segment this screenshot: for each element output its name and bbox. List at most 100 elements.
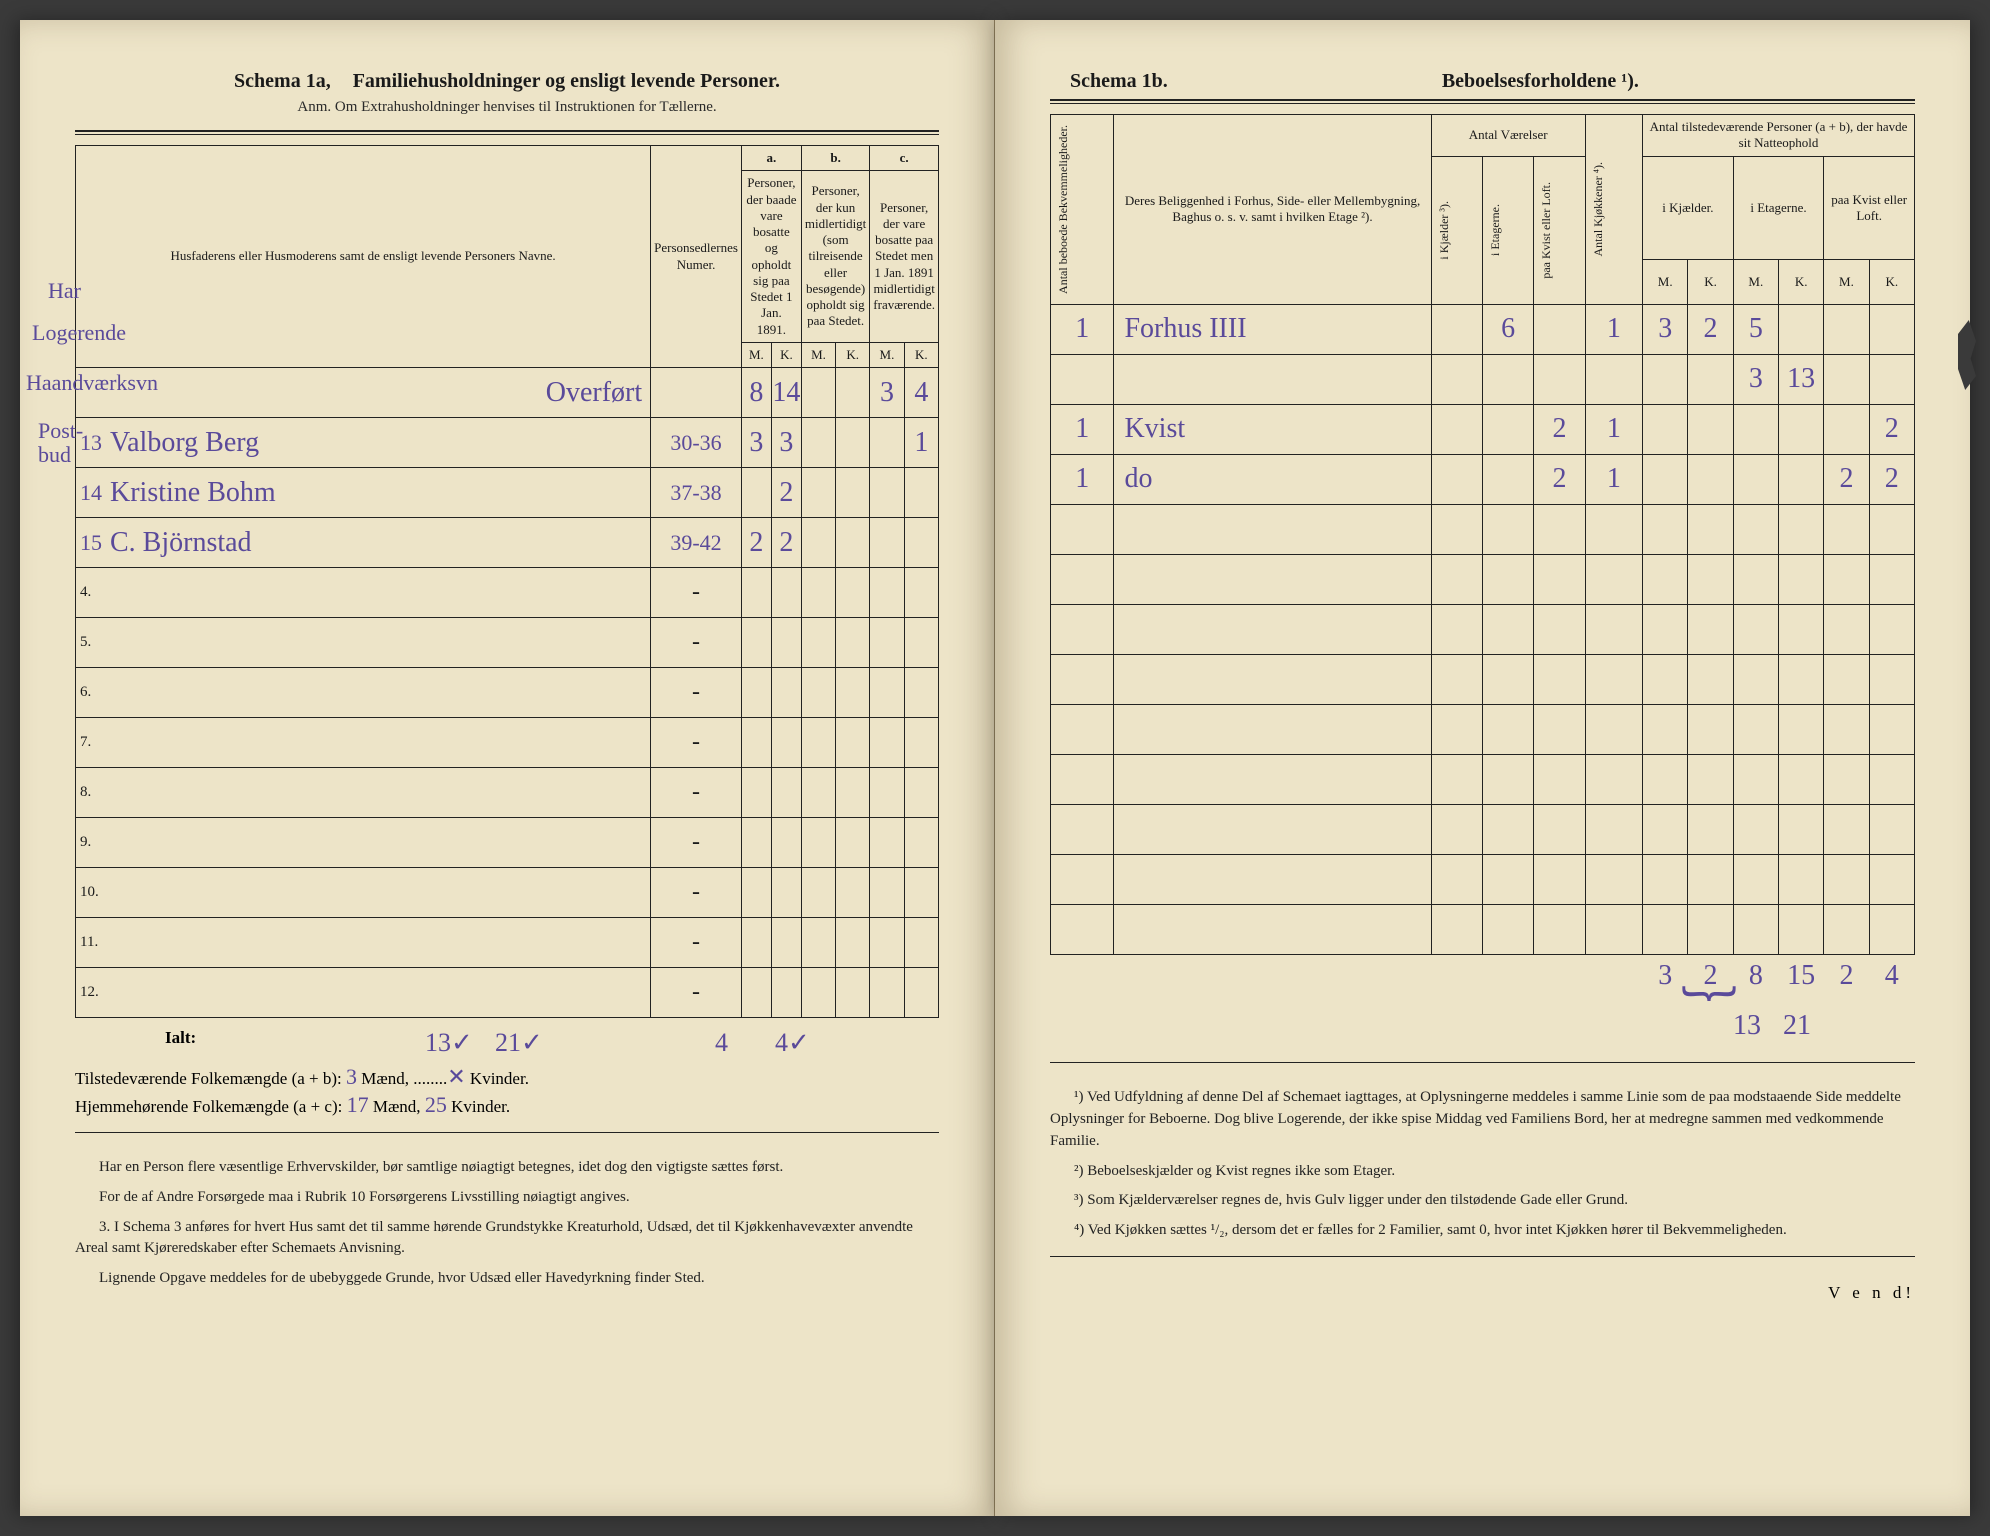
vend-label: V e n d! (1050, 1283, 1915, 1303)
col-bekv-header: Antal beboede Bekvemmeligheder. (1054, 119, 1073, 300)
sum-aK-top: 21✓ (495, 1028, 543, 1058)
maend-label: Mænd, (361, 1069, 409, 1088)
mk-m: M. (741, 342, 771, 367)
left-page: Har Logerende Haandværksvn Post- bud Sch… (20, 20, 995, 1516)
table-row (1051, 854, 1915, 904)
col-a-header: Personer, der baade vare bosatte og opho… (741, 171, 801, 343)
margin-annot-2: Logerende (32, 322, 126, 344)
col-b-header: Personer, der kun midlertidigt (som tilr… (801, 171, 869, 343)
abc-a: a. (741, 146, 801, 171)
schema-1b-table: Antal beboede Bekvemmeligheder. Deres Be… (1050, 114, 1915, 996)
margin-annot-1: Har (48, 280, 81, 302)
hjem-m: 17 (347, 1092, 369, 1117)
schema-1b-title: Beboelsesforholdene ¹). (1442, 70, 1639, 93)
col-tilstede-header: Antal tilstedeværende Personer (a + b), … (1643, 115, 1915, 157)
sub-kjaelder2: i Kjælder. (1643, 156, 1734, 260)
col-names-header: Husfaderens eller Husmoderens samt de en… (76, 146, 651, 368)
table-row: 13Valborg Berg30-36331 (76, 418, 939, 468)
sub-kvist2: paa Kvist eller Loft. (1824, 156, 1915, 260)
mk-m: M. (870, 342, 904, 367)
rule (75, 130, 939, 132)
tilstede-m: 3 (346, 1064, 357, 1089)
abc-c: c. (870, 146, 939, 171)
mk-k: K. (1778, 260, 1823, 305)
margin-annot-3: Haandværksvn (26, 372, 158, 394)
rule (1050, 99, 1915, 101)
brace-m: 13 (1733, 1010, 1761, 1041)
schema-1b-label: Schema 1b. (1070, 70, 1168, 93)
margin-annot-5: bud (38, 444, 71, 466)
sub-etagerne2: i Etagerne. (1733, 156, 1824, 260)
overfort-label: Overført (106, 368, 651, 418)
rule (1050, 103, 1915, 104)
table-row: 1Forhus IIII61325 (1051, 304, 1915, 354)
foot-p: ⁴) Ved Kjøkken sættes ¹/₂, dersom det er… (1050, 1220, 1915, 1242)
table-row: 313 (1051, 354, 1915, 404)
margin-annot-4: Post- (38, 420, 83, 442)
ialt-block: Ialt: 13✓ 21✓ 4 4✓ Tilstedeværende Folke… (75, 1028, 939, 1118)
table-row: 8.- (76, 768, 939, 818)
sum-cM-top: 4 (715, 1028, 728, 1058)
table-row: 11.- (76, 918, 939, 968)
mk-m: M. (1824, 260, 1869, 305)
mk-k: K. (1688, 260, 1733, 305)
mk-k: K. (904, 342, 938, 367)
foot-p: ³) Som Kjælderværelser regnes de, hvis G… (1050, 1190, 1915, 1212)
rule (75, 1132, 939, 1133)
page-tear (1958, 320, 1976, 390)
schema-1a-label: Schema 1a, (234, 70, 331, 92)
table-row: 4.- (76, 568, 939, 618)
table-row (1051, 804, 1915, 854)
right-page: Schema 1b. Beboelsesforholdene ¹). Antal… (995, 20, 1970, 1516)
table-row: 15C. Björnstad39-4222 (76, 518, 939, 568)
schema-1a-table: Husfaderens eller Husmoderens samt de en… (75, 145, 939, 1018)
col-c-header: Personer, der vare bosatte paa Stedet me… (870, 171, 939, 343)
mk-k: K. (771, 342, 801, 367)
rule (75, 134, 939, 135)
col-vaer-header: Antal Værelser (1431, 115, 1585, 157)
col-kjokken-header: Antal Kjøkkener ⁴). (1589, 156, 1608, 263)
foot-p: For de af Andre Forsørgede maa i Rubrik … (75, 1187, 939, 1209)
hjem-label: Hjemmehørende Folkemængde (a + c): (75, 1097, 342, 1117)
table-row: 10.- (76, 868, 939, 918)
mk-m: M. (1643, 260, 1688, 305)
schema-1a-title: Familiehusholdninger og ensligt levende … (353, 70, 780, 92)
census-spread: Har Logerende Haandværksvn Post- bud Sch… (20, 20, 1970, 1516)
table-row: 5.- (76, 618, 939, 668)
overfort-row: Overført81434 (76, 368, 939, 418)
brace-k: 21 (1783, 1010, 1811, 1041)
sub-kjaelder: i Kjælder ³). (1435, 195, 1454, 266)
table-row: 1do2122 (1051, 454, 1915, 504)
sum-aM-top: 13✓ (425, 1028, 473, 1058)
table-row (1051, 704, 1915, 754)
foot-p: ²) Beboelseskjælder og Kvist regnes ikke… (1050, 1161, 1915, 1183)
mk-k: K. (1869, 260, 1914, 305)
foot-p: ¹) Ved Udfyldning af denne Del af Schema… (1050, 1087, 1915, 1152)
foot-p: 3. I Schema 3 anføres for hvert Hus samt… (75, 1217, 939, 1261)
foot-p: Har en Person flere væsentlige Erhvervsk… (75, 1157, 939, 1179)
kvinder-label: Kvinder. (451, 1097, 510, 1116)
table-row: 9.- (76, 818, 939, 868)
table-row (1051, 654, 1915, 704)
table-row (1051, 754, 1915, 804)
abc-b: b. (801, 146, 869, 171)
maend-label: Mænd, (373, 1097, 421, 1116)
mk-m: M. (1733, 260, 1778, 305)
rule (1050, 1256, 1915, 1257)
table-row: 7.- (76, 718, 939, 768)
table-row (1051, 904, 1915, 954)
table-row (1051, 604, 1915, 654)
tilstede-k: ✕ (447, 1064, 465, 1089)
mk-m: M. (801, 342, 835, 367)
right-footnotes: ¹) Ved Udfyldning af denne Del af Schema… (1050, 1087, 1915, 1242)
tilstede-label: Tilstedeværende Folkemængde (a + b): (75, 1069, 342, 1089)
left-footnotes: Har en Person flere væsentlige Erhvervsk… (75, 1157, 939, 1290)
ialt-label: Ialt: (165, 1028, 196, 1047)
table-row (1051, 554, 1915, 604)
table-row: 14Kristine Bohm37-382 (76, 468, 939, 518)
anm-note: Anm. Om Extrahusholdninger henvises til … (75, 99, 939, 116)
sum-row: 3281524 (1051, 954, 1915, 996)
kvinder-label: Kvinder. (470, 1069, 529, 1088)
mk-k: K. (836, 342, 870, 367)
col-belig-header: Deres Beliggenhed i Forhus, Side- eller … (1114, 115, 1431, 305)
